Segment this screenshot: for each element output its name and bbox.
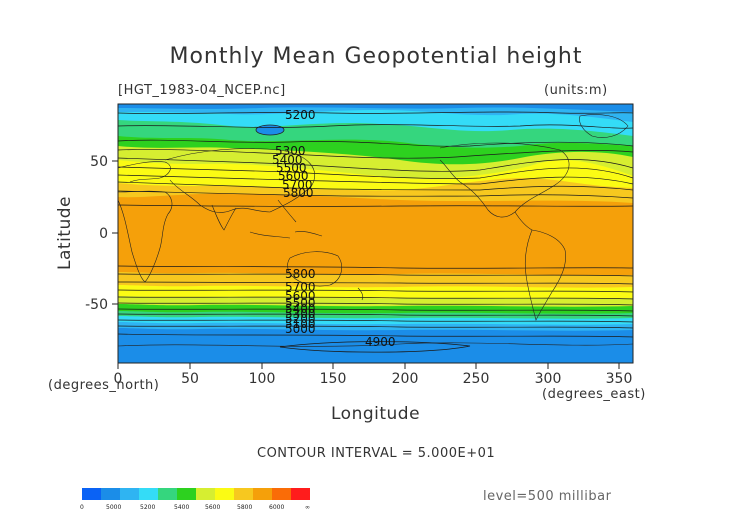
map-title: Monthly Mean Geopotential height xyxy=(169,44,583,69)
colorbar-segment xyxy=(291,488,310,500)
contour-label: 5200 xyxy=(285,312,316,326)
contour-label: 5100 xyxy=(285,317,316,331)
x-tick-label: 250 xyxy=(463,371,490,387)
units-label: (units:m) xyxy=(544,83,608,98)
colorbar-label: 5400 xyxy=(174,504,190,511)
x-tick-label: 300 xyxy=(535,371,562,387)
band-south-5000 xyxy=(118,328,633,363)
y-tick-label: -50 xyxy=(85,297,108,313)
contour-label: 5200 xyxy=(285,108,316,122)
colorbar-segment xyxy=(158,488,177,500)
contour-label-group: 5200 5300 5400 5500 5600 5700 5800 5800 … xyxy=(272,108,396,349)
y-tick-label: 50 xyxy=(90,154,108,170)
contour-lines xyxy=(118,111,633,353)
contour-label: 5400 xyxy=(285,302,316,316)
colorbar-label: 0 xyxy=(80,504,84,511)
colorbar-label: 5200 xyxy=(140,504,156,511)
contour-label: 5700 xyxy=(282,178,313,192)
x-tick-label: 150 xyxy=(320,371,347,387)
colorbar-segment xyxy=(177,488,196,500)
colorbar-segment xyxy=(272,488,291,500)
low-center-north xyxy=(255,124,285,136)
contour-label: 5500 xyxy=(276,161,307,175)
contour-label: 4900 xyxy=(365,335,396,349)
axis-ticks xyxy=(112,160,620,369)
x-tick-label: 0 xyxy=(114,371,123,387)
colorbar xyxy=(82,488,310,500)
x-tick-label: 50 xyxy=(181,371,199,387)
contour-label: 5600 xyxy=(278,169,309,183)
coastlines xyxy=(118,114,633,347)
contour-interval: CONTOUR INTERVAL = 5.000E+01 xyxy=(257,446,496,461)
band-north-5100 xyxy=(118,104,633,122)
colorbar-label: ∞ xyxy=(305,504,310,511)
level-label: level=500 millibar xyxy=(483,489,612,504)
contour-label: 5700 xyxy=(285,280,316,294)
band-north-5000 xyxy=(118,104,633,112)
colorbar-segment xyxy=(101,488,120,500)
y-tick-label: 0 xyxy=(99,226,108,242)
contour-label: 5400 xyxy=(272,153,303,167)
colorbar-segment xyxy=(234,488,253,500)
contour-label: 5500 xyxy=(285,296,316,310)
contour-label: 5300 xyxy=(275,144,306,158)
colorbar-label: 5000 xyxy=(106,504,122,511)
colorbar-segment xyxy=(139,488,158,500)
x-tick-label: 200 xyxy=(392,371,419,387)
contour-label: 5800 xyxy=(283,186,314,200)
colorbar-label: 5800 xyxy=(237,504,253,511)
x-tick-label: 350 xyxy=(606,371,633,387)
y-axis-title: Latitude xyxy=(55,196,75,270)
colorbar-segment xyxy=(82,488,101,500)
y-axis-unit: (degrees_north) xyxy=(48,378,160,393)
colorbar-label: 5600 xyxy=(205,504,221,511)
x-tick-labels: 0 50 100 150 200 250 300 350 xyxy=(114,371,633,387)
colorbar-segment xyxy=(196,488,215,500)
x-tick-label: 100 xyxy=(249,371,276,387)
x-axis-unit: (degrees_east) xyxy=(542,387,646,402)
contour-label: 5600 xyxy=(285,289,316,303)
colorbar-segment xyxy=(253,488,272,500)
contour-label: 5800 xyxy=(285,267,316,281)
x-axis-title: Longitude xyxy=(331,404,421,424)
colorbar-segment xyxy=(120,488,139,500)
geopotential-field xyxy=(118,104,633,363)
colorbar-label: 6000 xyxy=(269,504,285,511)
contour-label: 5000 xyxy=(285,322,316,336)
y-tick-labels: 50 0 -50 xyxy=(85,154,108,313)
file-label: [HGT_1983-04_NCEP.nc] xyxy=(118,83,286,98)
colorbar-segment xyxy=(215,488,234,500)
contour-label: 5300 xyxy=(285,307,316,321)
